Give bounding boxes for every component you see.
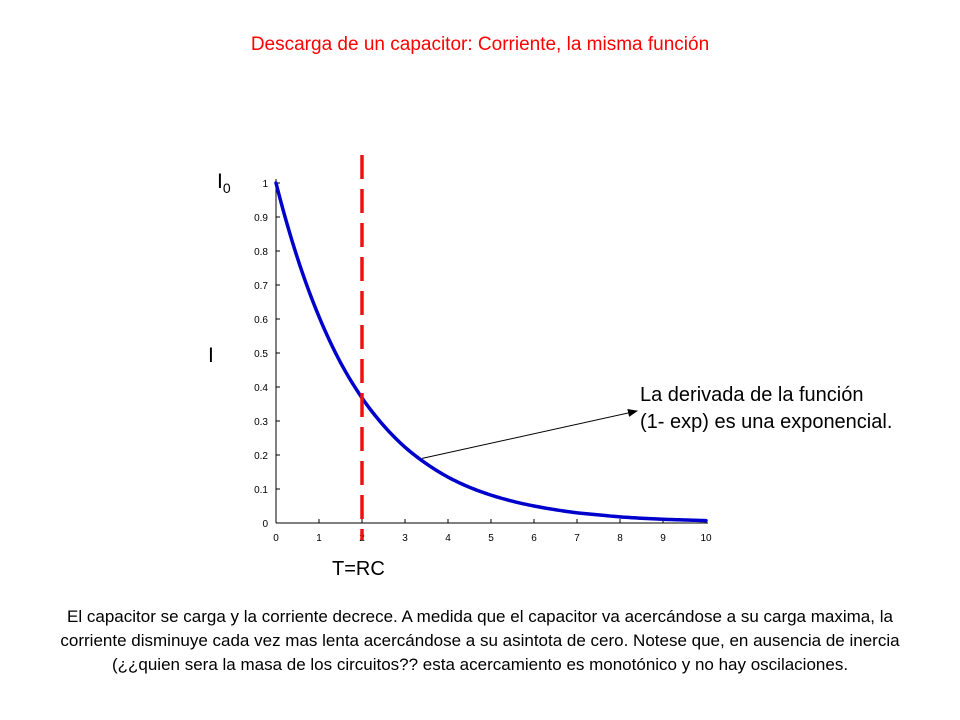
y-tick-label: 1 [262,179,268,190]
annotation-line-2: (1- exp) es una exponencial. [640,411,893,433]
annotation-line-1: La derivada de la función [640,384,864,406]
chart-ticks: 01234567891000.10.20.30.40.50.60.70.80.9… [254,179,712,544]
x-tick-label: 10 [700,533,712,544]
x-tick-label: 4 [445,533,451,544]
y-tick-label: 0.9 [254,213,268,224]
x-tick-label: 9 [660,533,666,544]
y-tick-label: 0.8 [254,247,268,258]
x-tick-label: 0 [273,533,279,544]
chart-axes [275,179,708,524]
chart-overlay [360,155,638,540]
annotation-text: La derivada de la función (1- exp) es un… [640,382,892,436]
caption-text: El capacitor se carga y la corriente dec… [60,607,900,674]
x-tick-label: 3 [402,533,408,544]
label-i0-subscript: 0 [222,180,231,197]
x-tick-label: 7 [574,533,580,544]
x-tick-label: 1 [316,533,322,544]
y-tick-label: 0.3 [254,417,268,428]
x-tick-label: 6 [531,533,537,544]
label-i0: I0 [217,170,231,196]
label-i: I [208,344,214,367]
x-tick-label: 8 [617,533,623,544]
slide-title: Descarga de un capacitor: Corriente, la … [250,34,710,55]
label-i0-base: I [217,170,223,193]
y-tick-label: 0 [262,519,268,530]
y-tick-label: 0.4 [254,383,268,394]
y-tick-label: 0.2 [254,451,268,462]
y-tick-label: 0.6 [254,315,268,326]
y-tick-label: 0.7 [254,281,268,292]
y-tick-label: 0.1 [254,485,268,496]
y-tick-label: 0.5 [254,349,268,360]
series-line [274,181,708,523]
label-t-rc: T=RC [332,558,385,580]
x-tick-label: 5 [488,533,494,544]
chart-series [274,181,708,523]
annotation-arrow [422,409,638,459]
